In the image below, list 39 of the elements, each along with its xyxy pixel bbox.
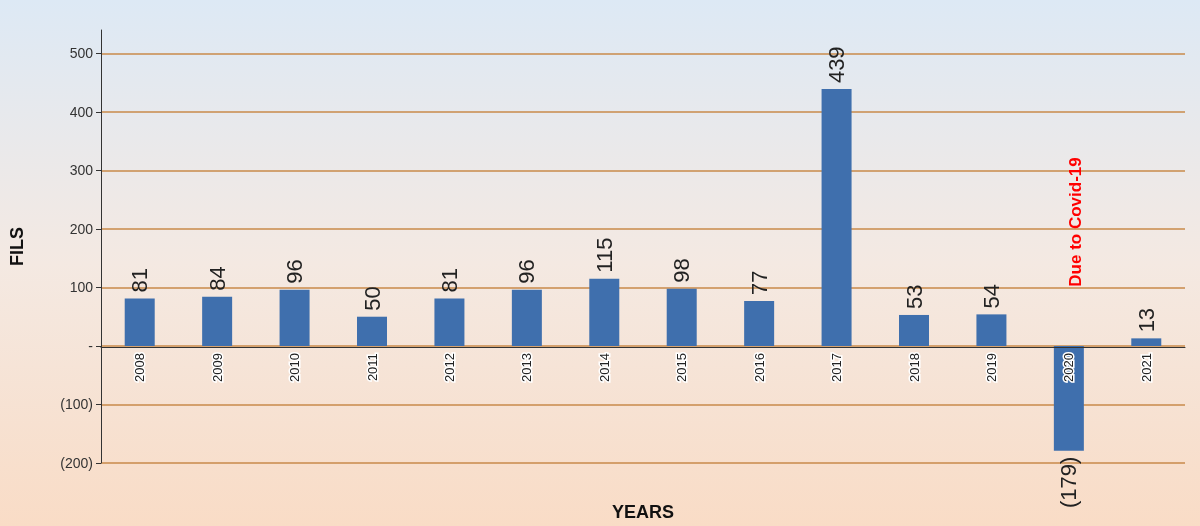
- y-tick-label: (100): [60, 396, 93, 413]
- data-label: 77: [746, 270, 772, 295]
- data-label: 50: [359, 286, 385, 311]
- data-label: 98: [669, 258, 695, 283]
- data-label: (179): [1056, 456, 1082, 509]
- data-label: 96: [514, 259, 540, 284]
- data-label: 96: [282, 259, 308, 284]
- y-axis-title: FILS: [7, 227, 27, 266]
- y-tick-label: 500: [69, 45, 94, 62]
- y-tick-label: 400: [69, 103, 94, 120]
- data-label: 81: [436, 268, 462, 293]
- x-tick-label: 2021: [1138, 353, 1154, 383]
- y-tick-label: 200: [69, 220, 94, 237]
- data-label: 439: [824, 46, 850, 84]
- data-label: 54: [978, 283, 1004, 309]
- x-tick-label: 2009: [209, 353, 225, 383]
- y-tick-label: (200): [60, 455, 93, 471]
- y-tick-label: -: [88, 337, 94, 354]
- x-tick-label: 2017: [829, 353, 845, 383]
- annotation: Due to Covid-19: [1065, 157, 1085, 287]
- x-tick-label: 2014: [596, 353, 612, 383]
- x-tick-label: 2016: [751, 353, 767, 383]
- x-axis-title: YEARS: [611, 502, 675, 522]
- data-label: 81: [127, 268, 153, 293]
- data-label: 53: [901, 284, 927, 309]
- x-tick-label: 2008: [132, 353, 148, 383]
- data-label: 13: [1133, 307, 1159, 333]
- x-tick-label: 2011: [364, 353, 380, 382]
- y-tick-label: 300: [69, 162, 94, 179]
- x-tick-label: 2018: [906, 353, 922, 383]
- data-label: 84: [204, 266, 230, 291]
- data-label: 115: [591, 237, 617, 273]
- x-tick-label: 2015: [674, 353, 690, 383]
- x-tick-label: 2012: [441, 353, 457, 383]
- x-tick-label: 2010: [287, 353, 303, 383]
- y-tick-label: 100: [69, 279, 94, 296]
- x-tick-label: 2013: [519, 353, 535, 383]
- x-tick-label: 2020: [1061, 353, 1077, 383]
- x-tick-label: 2019: [983, 353, 999, 383]
